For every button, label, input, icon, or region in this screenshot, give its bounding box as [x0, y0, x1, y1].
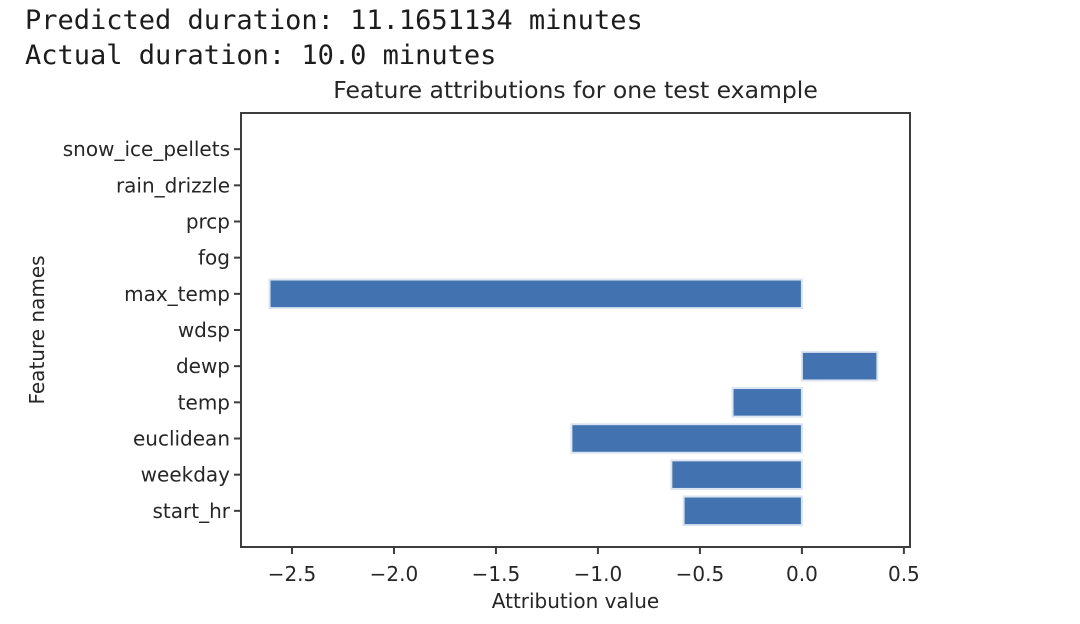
y-tick-label-prcp: prcp	[186, 210, 230, 234]
y-tick-label-euclidean: euclidean	[133, 427, 230, 451]
y-tick-label-weekday: weekday	[141, 463, 231, 487]
bar-temp	[731, 387, 803, 418]
y-tick-label-temp: temp	[178, 390, 230, 414]
x-tick-label: −0.5	[676, 562, 725, 586]
bar-weekday	[670, 459, 803, 490]
predicted-duration-text: Predicted duration: 11.1651134 minutes	[25, 5, 643, 36]
y-tick-label-rain_drizzle: rain_drizzle	[116, 173, 230, 197]
y-tick-label-max_temp: max_temp	[124, 282, 230, 306]
y-tick-label-snow_ice_pellets: snow_ice_pellets	[63, 137, 230, 161]
x-tick-label: 0.5	[888, 562, 920, 586]
bar-dewp	[800, 350, 879, 382]
x-tick-label: −1.5	[472, 562, 521, 586]
chart-title: Feature attributions for one test exampl…	[333, 76, 818, 104]
console-output: Predicted duration: 11.1651134 minutes A…	[25, 3, 643, 73]
y-axis-label: Feature names	[25, 255, 49, 404]
x-axis-label: Attribution value	[492, 589, 659, 613]
bar-euclidean	[570, 423, 803, 454]
plot-frame	[240, 112, 911, 548]
x-tick-label: −2.0	[370, 562, 419, 586]
y-tick-label-start_hr: start_hr	[153, 499, 231, 523]
bar-max_temp	[268, 278, 803, 310]
x-tick-label: −2.5	[268, 562, 317, 586]
actual-duration-text: Actual duration: 10.0 minutes	[25, 40, 497, 71]
bar-start_hr	[682, 495, 803, 527]
x-tick-label: −1.0	[574, 562, 623, 586]
y-tick-label-wdsp: wdsp	[178, 318, 230, 342]
y-tick-label-fog: fog	[198, 246, 230, 270]
x-tick-label: 0.0	[786, 562, 818, 586]
y-tick-label-dewp: dewp	[176, 354, 230, 378]
